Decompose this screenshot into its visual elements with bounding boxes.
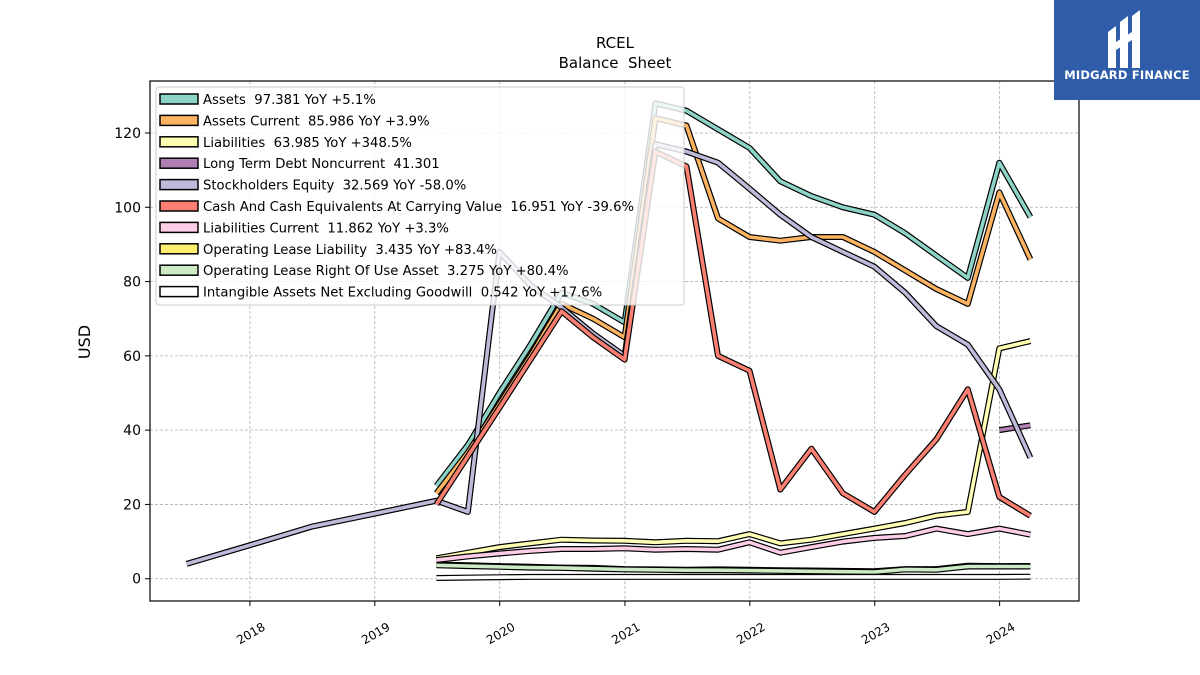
legend-swatch bbox=[159, 285, 199, 298]
chart-subtitle: Balance Sheet bbox=[559, 54, 672, 72]
legend-swatch bbox=[159, 157, 199, 169]
series-line-liabilities-current bbox=[436, 526, 1031, 562]
legend: Assets 97.381 YoY +5.1% Assets Current 85… bbox=[155, 86, 685, 306]
legend-label: Assets Current 85.986 YoY +3.9% bbox=[203, 114, 430, 129]
legend-swatch bbox=[159, 136, 199, 148]
legend-label: Stockholders Equity 32.569 YoY -58.0% bbox=[203, 179, 466, 194]
legend-swatch bbox=[159, 178, 199, 191]
legend-swatch bbox=[159, 93, 199, 105]
legend-label: Intangible Assets Net Excluding Goodwill… bbox=[203, 286, 602, 301]
x-axis: 2018 2019 2020 2021 2022 2023 2024 bbox=[234, 601, 1017, 647]
legend-swatch bbox=[159, 114, 199, 127]
legend-swatch bbox=[159, 221, 199, 234]
legend-label: Assets 97.381 YoY +5.1% bbox=[203, 93, 376, 108]
series-lines bbox=[185, 100, 1034, 581]
logo-mark-icon bbox=[1108, 10, 1140, 68]
y-tick-label: 40 bbox=[123, 423, 141, 439]
legend-swatch bbox=[159, 264, 199, 276]
series-line-cash-and-cash-equivalents-at-carrying-value bbox=[434, 149, 1032, 518]
chart-title: RCEL bbox=[596, 34, 635, 52]
y-axis-label: USD bbox=[75, 325, 94, 359]
legend-label: Operating Lease Right Of Use Asset 3.275… bbox=[203, 264, 569, 279]
series-line-intangible-assets-net-excluding-goodwill bbox=[436, 574, 1031, 580]
x-tick-label: 2020 bbox=[484, 620, 517, 647]
x-tick-label: 2024 bbox=[984, 620, 1017, 647]
series-line-assets bbox=[434, 101, 1032, 487]
legend-label: Operating Lease Liability 3.435 YoY +83.… bbox=[203, 243, 497, 258]
x-tick-label: 2022 bbox=[734, 620, 767, 647]
series-outline-liabilities bbox=[435, 338, 1032, 562]
x-tick-label: 2018 bbox=[234, 620, 267, 647]
legend-label: Liabilities Current 11.862 YoY +3.3% bbox=[203, 221, 449, 236]
midgard-finance-logo: MIDGARD FINANCE bbox=[1054, 0, 1200, 100]
y-tick-label: 100 bbox=[114, 200, 141, 216]
y-tick-label: 0 bbox=[132, 572, 141, 588]
legend-swatch bbox=[159, 200, 199, 212]
x-tick-label: 2023 bbox=[859, 620, 892, 647]
legend-swatch bbox=[159, 243, 199, 255]
plot-frame bbox=[149, 80, 1080, 602]
legend-label: Long Term Debt Noncurrent 41.301 bbox=[203, 157, 440, 172]
y-tick-label: 20 bbox=[123, 497, 141, 513]
x-tick-label: 2019 bbox=[359, 620, 392, 647]
legend-label: Cash And Cash Equivalents At Carrying Va… bbox=[203, 200, 634, 215]
y-tick-label: 60 bbox=[123, 349, 141, 365]
series-line-operating-lease-right-of-use-asset bbox=[436, 563, 1031, 574]
legend-label: Liabilities 63.985 YoY +348.5% bbox=[203, 136, 412, 151]
y-tick-label: 80 bbox=[123, 275, 141, 291]
legend-box bbox=[155, 86, 685, 306]
logo-text: MIDGARD FINANCE bbox=[1064, 68, 1190, 82]
x-tick-label: 2021 bbox=[609, 620, 642, 647]
series-line-liabilities bbox=[436, 339, 1031, 561]
y-tick-label: 120 bbox=[114, 126, 141, 142]
y-axis: 0 20 40 60 80 100 120 bbox=[114, 126, 150, 588]
